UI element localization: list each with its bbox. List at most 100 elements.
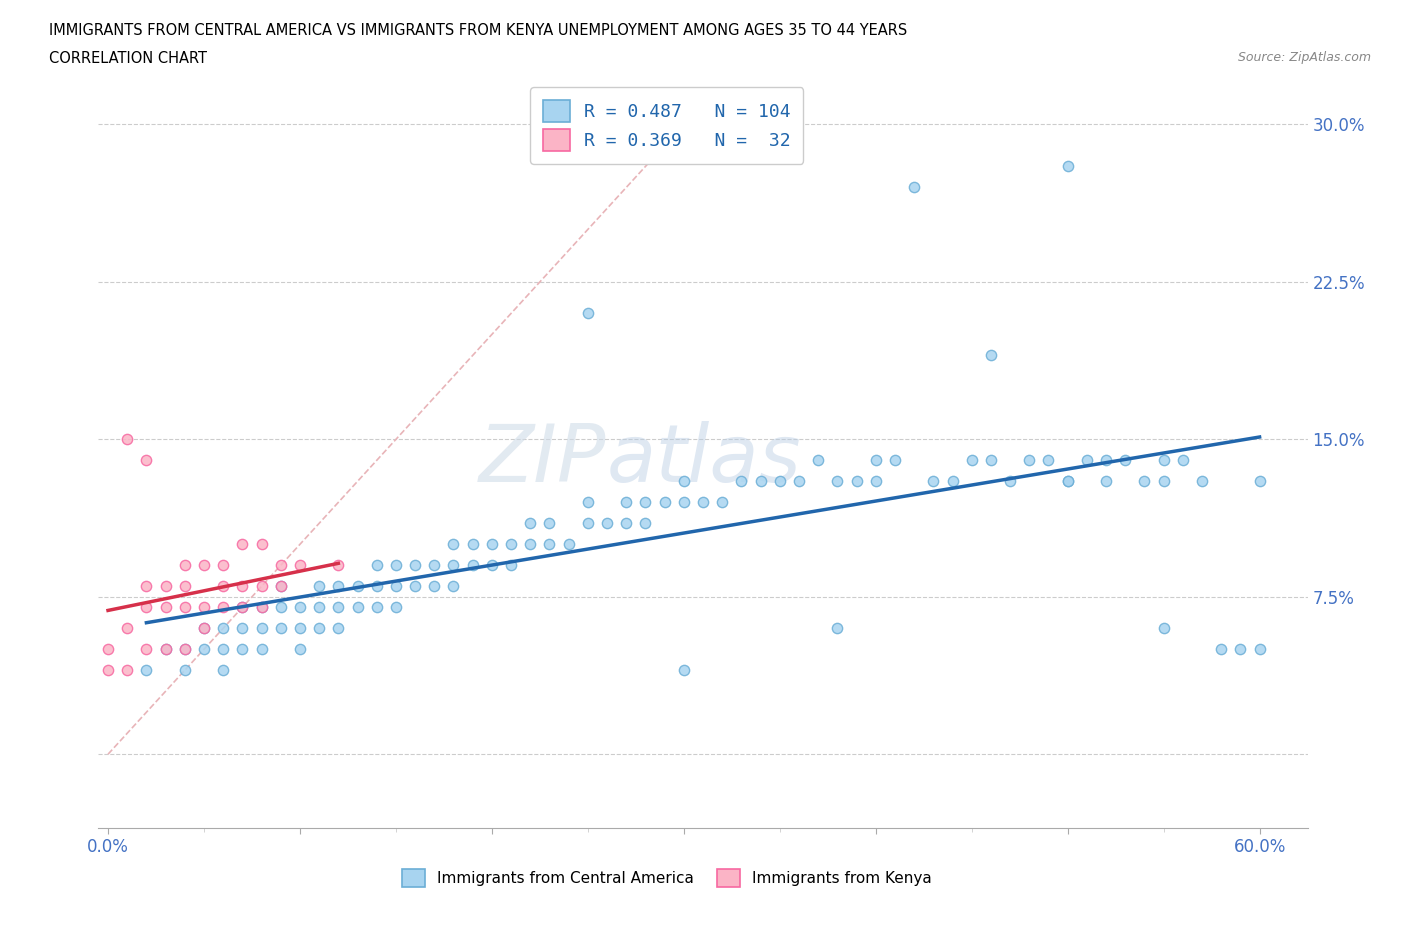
Point [711,495,734,510]
Point [614,495,637,510]
Point [231,600,253,615]
Text: atlas: atlas [606,421,801,499]
Point [998,474,1021,489]
Point [807,453,830,468]
Point [1056,159,1078,174]
Point [212,600,235,615]
Point [346,600,368,615]
Point [1133,474,1156,489]
Point [366,558,388,573]
Point [1018,453,1040,468]
Text: CORRELATION CHART: CORRELATION CHART [49,51,207,66]
Point [443,537,465,551]
Point [173,558,195,573]
Point [538,516,561,531]
Point [1095,474,1118,489]
Point [155,600,177,615]
Point [980,348,1002,363]
Point [135,600,157,615]
Point [519,516,541,531]
Point [827,474,849,489]
Point [270,578,292,593]
Point [385,600,408,615]
Point [97,663,120,678]
Point [960,453,983,468]
Point [499,537,522,551]
Text: Source: ZipAtlas.com: Source: ZipAtlas.com [1237,51,1371,64]
Point [385,578,408,593]
Point [193,558,215,573]
Point [346,578,368,593]
Point [481,537,503,551]
Point [576,495,599,510]
Point [654,495,676,510]
Point [212,621,235,636]
Point [1153,474,1175,489]
Point [135,453,157,468]
Point [97,642,120,657]
Point [1153,453,1175,468]
Point [173,578,195,593]
Point [1056,474,1078,489]
Point [115,432,138,446]
Point [576,516,599,531]
Point [212,578,235,593]
Point [288,621,311,636]
Point [1114,453,1136,468]
Point [193,621,215,636]
Point [423,558,446,573]
Point [173,663,195,678]
Point [212,558,235,573]
Point [231,600,253,615]
Point [270,578,292,593]
Point [461,537,484,551]
Point [231,537,253,551]
Point [443,558,465,573]
Point [288,558,311,573]
Point [250,621,273,636]
Point [576,306,599,321]
Point [250,537,273,551]
Point [672,663,695,678]
Point [1171,453,1194,468]
Point [115,621,138,636]
Point [423,578,446,593]
Point [231,642,253,657]
Point [288,642,311,657]
Point [1056,474,1078,489]
Point [865,474,887,489]
Point [308,621,330,636]
Point [231,578,253,593]
Point [538,537,561,551]
Point [385,558,408,573]
Point [903,180,925,195]
Point [672,495,695,510]
Point [1076,453,1098,468]
Point [270,558,292,573]
Point [193,642,215,657]
Point [404,558,426,573]
Point [115,663,138,678]
Point [1038,453,1060,468]
Point [231,621,253,636]
Point [827,621,849,636]
Point [1229,642,1251,657]
Point [212,642,235,657]
Point [193,621,215,636]
Point [634,495,657,510]
Point [922,474,945,489]
Point [328,558,350,573]
Point [1153,621,1175,636]
Point [787,474,810,489]
Point [288,600,311,615]
Point [692,495,714,510]
Point [250,600,273,615]
Point [212,663,235,678]
Point [155,642,177,657]
Text: ZIP: ZIP [479,421,606,499]
Point [250,600,273,615]
Point [1095,453,1118,468]
Point [270,621,292,636]
Point [135,642,157,657]
Point [519,537,541,551]
